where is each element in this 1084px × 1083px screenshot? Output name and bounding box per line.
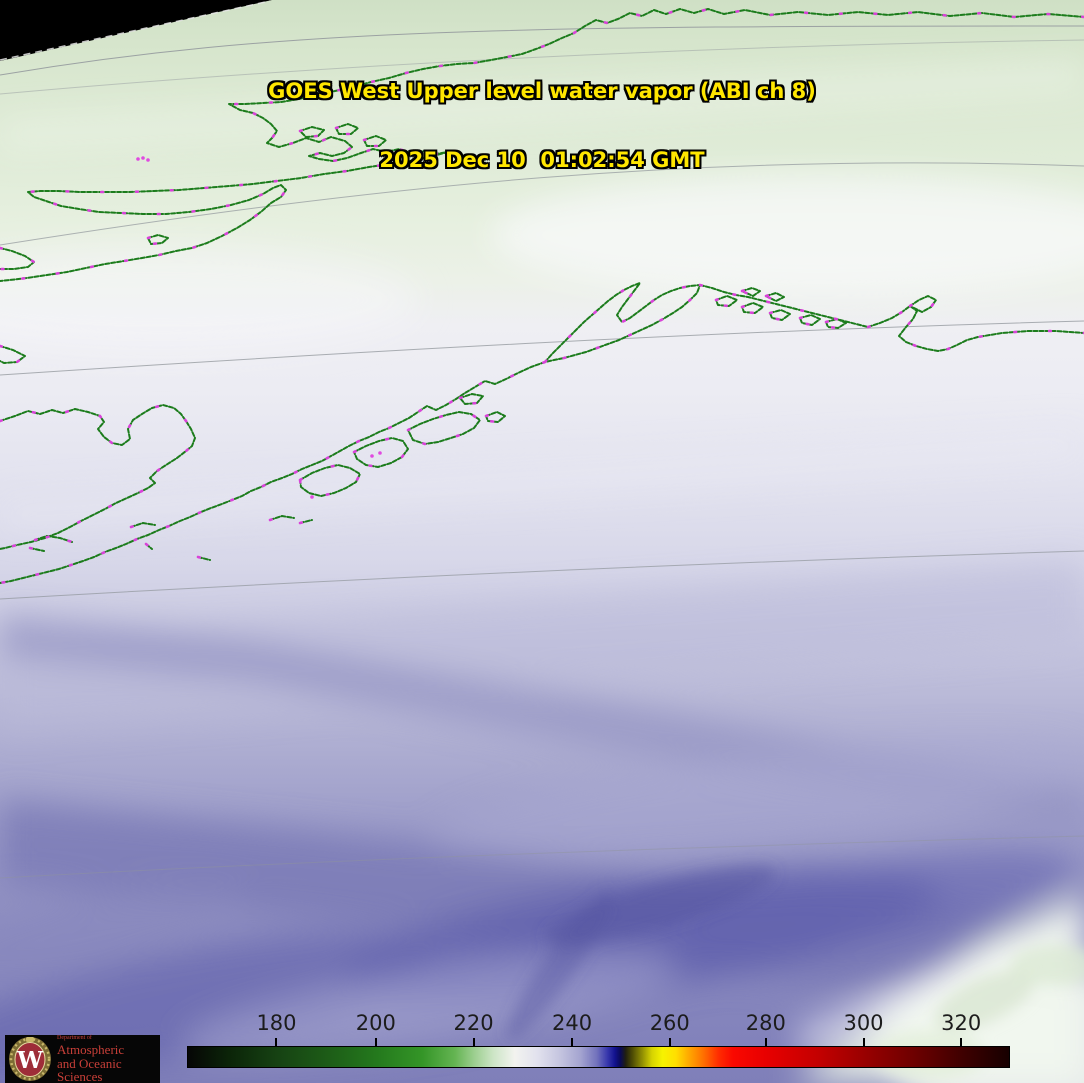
colorbar-tick-label: 240 xyxy=(552,1011,593,1035)
colorbar-tick xyxy=(275,1038,278,1046)
logo-name-line2: and Oceanic Sciences xyxy=(57,1055,122,1083)
colorbar-tick-label: 320 xyxy=(941,1011,982,1035)
moisture-detail xyxy=(506,865,1084,1079)
aos-logo: W Department of Atmospheric and Oceanic … xyxy=(5,1035,160,1083)
colorbar-tick xyxy=(668,1038,671,1046)
colorbar-tick xyxy=(374,1038,377,1046)
station-dots xyxy=(136,156,382,499)
colorbar-tick xyxy=(472,1038,475,1046)
colorbar-tick-label: 200 xyxy=(355,1011,396,1035)
title-line-timestamp: 2025 Dec 10 01:02:54 GMT xyxy=(379,148,705,172)
image-title: GOES West Upper level water vapor (ABI c… xyxy=(0,34,1084,218)
colorbar-tick-label: 260 xyxy=(649,1011,690,1035)
colorbar-tick-label: 300 xyxy=(843,1011,884,1035)
aos-logo-text: Department of Atmospheric and Oceanic Sc… xyxy=(57,1035,160,1083)
colorbar-tick-label: 220 xyxy=(453,1011,494,1035)
uw-crest-icon: W xyxy=(9,1037,51,1081)
colorbar-tick-label: 280 xyxy=(745,1011,786,1035)
colorbar-tick xyxy=(571,1038,574,1046)
logo-dept-line: Department of xyxy=(57,1034,92,1041)
moisture-bands xyxy=(0,58,1084,1083)
colorbar-tick-label: 180 xyxy=(256,1011,297,1035)
colorbar-tick xyxy=(862,1038,865,1046)
colorbar-tick xyxy=(764,1038,767,1046)
colorbar-gradient xyxy=(187,1046,1010,1068)
logo-name-line1: Atmospheric xyxy=(57,1041,125,1057)
scan-edge-wedge xyxy=(0,0,272,61)
title-line-product: GOES West Upper level water vapor (ABI c… xyxy=(268,79,816,103)
svg-text:W: W xyxy=(16,1047,44,1074)
colorbar-tick xyxy=(960,1038,963,1046)
graticule-lines xyxy=(0,25,1084,879)
